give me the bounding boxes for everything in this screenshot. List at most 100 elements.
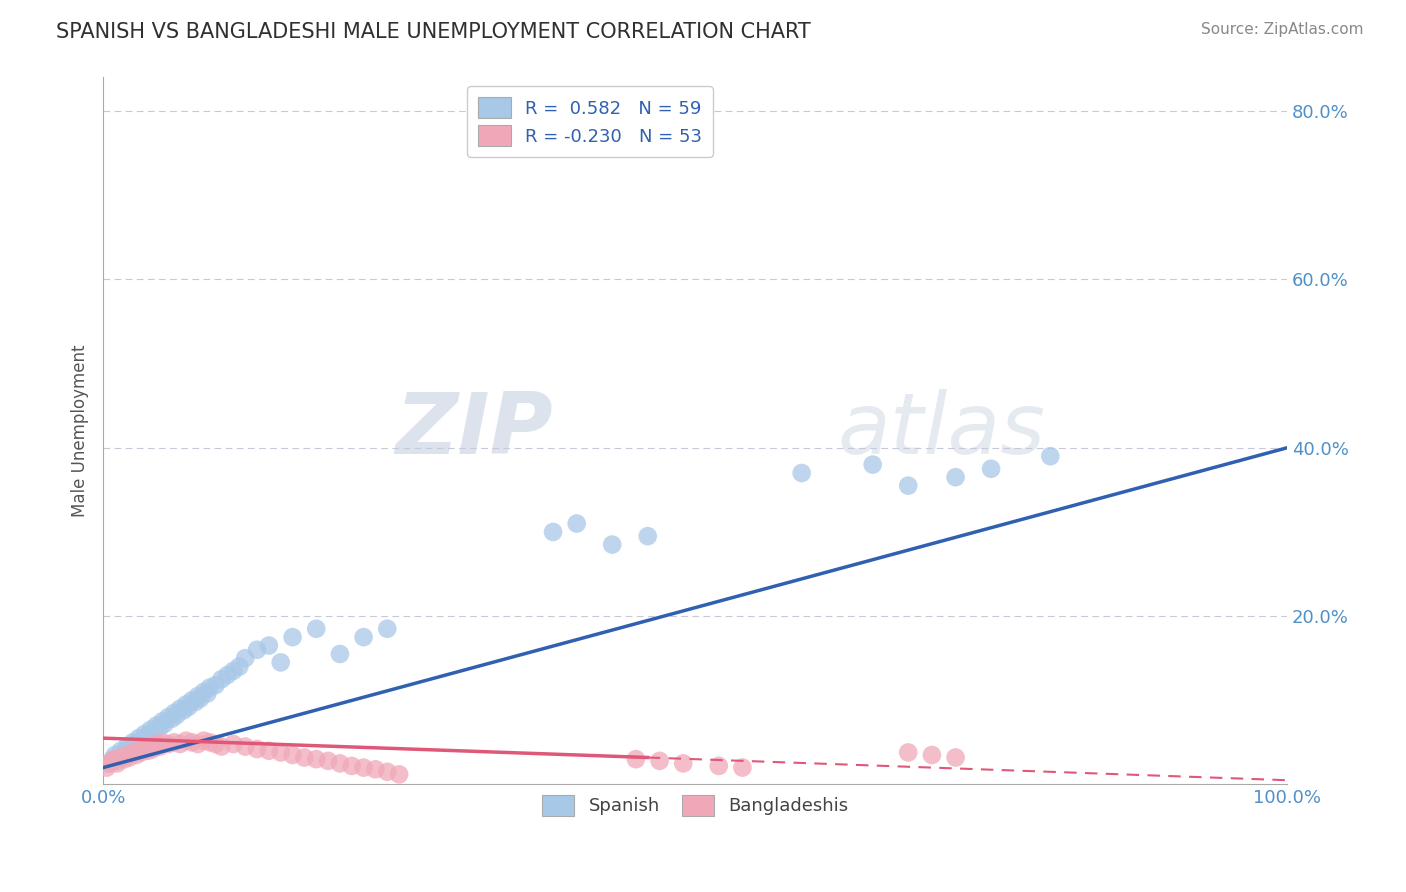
- Point: [707, 759, 730, 773]
- Point: [115, 747, 138, 762]
- Point: [128, 744, 150, 758]
- Point: [110, 744, 132, 758]
- Point: [281, 630, 304, 644]
- Point: [118, 750, 141, 764]
- Point: [114, 752, 136, 766]
- Point: [945, 750, 967, 764]
- Point: [329, 647, 352, 661]
- Point: [105, 756, 128, 771]
- Point: [181, 735, 204, 749]
- Point: [862, 458, 884, 472]
- Point: [129, 733, 152, 747]
- Point: [115, 739, 138, 754]
- Point: [187, 689, 209, 703]
- Point: [125, 737, 148, 751]
- Point: [624, 752, 647, 766]
- Point: [169, 701, 191, 715]
- Point: [163, 706, 186, 720]
- Point: [96, 761, 118, 775]
- Point: [184, 695, 207, 709]
- Point: [187, 737, 209, 751]
- Point: [157, 710, 180, 724]
- Point: [136, 729, 159, 743]
- Legend: Spanish, Bangladeshis: Spanish, Bangladeshis: [533, 786, 858, 825]
- Point: [257, 744, 280, 758]
- Point: [921, 747, 943, 762]
- Point: [294, 750, 316, 764]
- Point: [134, 742, 156, 756]
- Point: [375, 622, 398, 636]
- Point: [305, 622, 328, 636]
- Point: [233, 651, 256, 665]
- Point: [897, 478, 920, 492]
- Point: [121, 746, 143, 760]
- Point: [648, 754, 671, 768]
- Point: [233, 739, 256, 754]
- Point: [270, 746, 292, 760]
- Point: [163, 735, 186, 749]
- Point: [204, 737, 226, 751]
- Point: [222, 664, 245, 678]
- Point: [790, 466, 813, 480]
- Point: [142, 725, 165, 739]
- Point: [136, 744, 159, 758]
- Point: [169, 737, 191, 751]
- Point: [121, 735, 143, 749]
- Point: [125, 747, 148, 762]
- Point: [150, 735, 173, 749]
- Point: [150, 714, 173, 729]
- Point: [375, 764, 398, 779]
- Point: [139, 739, 162, 754]
- Point: [897, 746, 920, 760]
- Point: [173, 703, 195, 717]
- Point: [157, 737, 180, 751]
- Point: [270, 656, 292, 670]
- Point: [211, 672, 233, 686]
- Point: [153, 716, 176, 731]
- Point: [174, 733, 197, 747]
- Point: [129, 746, 152, 760]
- Point: [193, 733, 215, 747]
- Point: [188, 691, 211, 706]
- Point: [193, 685, 215, 699]
- Point: [104, 752, 127, 766]
- Point: [98, 756, 121, 771]
- Point: [118, 742, 141, 756]
- Point: [149, 720, 172, 734]
- Point: [145, 718, 167, 732]
- Point: [541, 524, 564, 539]
- Point: [204, 678, 226, 692]
- Point: [388, 767, 411, 781]
- Point: [246, 642, 269, 657]
- Point: [101, 752, 124, 766]
- Point: [637, 529, 659, 543]
- Point: [211, 739, 233, 754]
- Point: [672, 756, 695, 771]
- Point: [134, 727, 156, 741]
- Point: [222, 737, 245, 751]
- Point: [160, 712, 183, 726]
- Point: [195, 687, 218, 701]
- Point: [166, 708, 188, 723]
- Point: [98, 756, 121, 771]
- Point: [145, 737, 167, 751]
- Point: [316, 754, 339, 768]
- Point: [198, 735, 221, 749]
- Text: Source: ZipAtlas.com: Source: ZipAtlas.com: [1201, 22, 1364, 37]
- Point: [945, 470, 967, 484]
- Point: [1039, 449, 1062, 463]
- Point: [305, 752, 328, 766]
- Point: [217, 668, 239, 682]
- Point: [228, 659, 250, 673]
- Point: [181, 693, 204, 707]
- Point: [246, 742, 269, 756]
- Text: atlas: atlas: [837, 390, 1045, 473]
- Point: [110, 750, 132, 764]
- Point: [281, 747, 304, 762]
- Point: [128, 731, 150, 746]
- Text: ZIP: ZIP: [395, 390, 553, 473]
- Y-axis label: Male Unemployment: Male Unemployment: [72, 344, 89, 517]
- Point: [104, 747, 127, 762]
- Point: [364, 762, 387, 776]
- Point: [198, 681, 221, 695]
